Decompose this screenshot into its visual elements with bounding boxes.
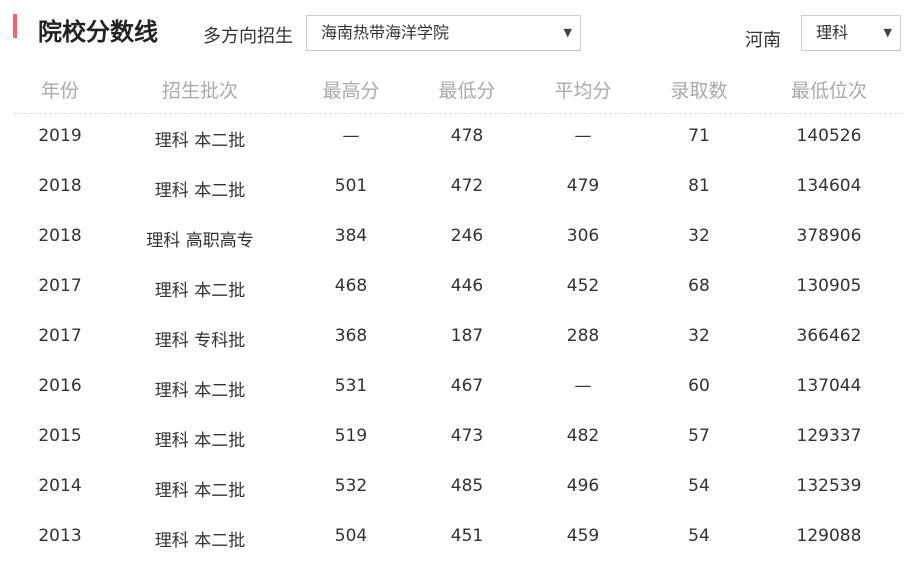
cell-min-score: 187 [450, 326, 484, 346]
cell-avg-score: 452 [566, 276, 600, 296]
cell-min-rank: 130905 [796, 276, 862, 296]
cell-year: 2019 [38, 126, 82, 146]
subject-select-value: 理科 [816, 23, 849, 42]
cell-batch: 理科 本二批 [154, 181, 246, 201]
cell-min-score: 246 [450, 226, 484, 246]
cell-admitted-count: 81 [688, 176, 710, 196]
cell-year: 2015 [38, 426, 82, 446]
cell-min-rank: 132539 [796, 476, 862, 496]
title-accent-bar [13, 14, 17, 38]
table-row: 2014 理科 本二批 532 485 496 54 132539 [0, 476, 923, 506]
cell-year: 2016 [38, 376, 82, 396]
column-header-min-score: 最低分 [438, 80, 496, 102]
cell-avg-score: 306 [566, 226, 600, 246]
cell-min-score: 451 [450, 526, 484, 546]
cell-min-rank: 140526 [796, 126, 862, 146]
cell-batch: 理科 本二批 [154, 431, 246, 451]
cell-min-score: 472 [450, 176, 484, 196]
page-title: 院校分数线 [38, 18, 158, 46]
filter-label: 多方向招生 [203, 26, 293, 47]
cell-admitted-count: 60 [688, 376, 710, 396]
table-row: 2018 理科 本二批 501 472 479 81 134604 [0, 176, 923, 206]
cell-max-score: 519 [334, 426, 368, 446]
cell-year: 2017 [38, 326, 82, 346]
column-header-batch: 招生批次 [161, 80, 239, 102]
cell-min-rank: 129088 [796, 526, 862, 546]
cell-batch: 理科 本二批 [154, 281, 246, 301]
cell-batch: 理科 高职高专 [146, 231, 254, 251]
cell-admitted-count: 71 [688, 126, 710, 146]
cell-max-score: 504 [334, 526, 368, 546]
cell-min-rank: 134604 [796, 176, 862, 196]
cell-year: 2013 [38, 526, 82, 546]
cell-avg-score: 459 [566, 526, 600, 546]
cell-avg-score: — [574, 126, 592, 146]
cell-admitted-count: 54 [688, 526, 710, 546]
header-divider [14, 113, 902, 114]
cell-admitted-count: 57 [688, 426, 710, 446]
column-header-min-rank: 最低位次 [790, 80, 868, 102]
cell-batch: 理科 本二批 [154, 531, 246, 551]
school-select-value: 海南热带海洋学院 [321, 23, 450, 42]
table-row: 2017 理科 专科批 368 187 288 32 366462 [0, 326, 923, 356]
cell-batch: 理科 本二批 [154, 481, 246, 501]
province-label[interactable]: 河南 [745, 30, 781, 51]
column-header-avg-score: 平均分 [554, 80, 612, 102]
cell-year: 2018 [38, 176, 82, 196]
cell-max-score: — [342, 126, 360, 146]
cell-min-rank: 378906 [796, 226, 862, 246]
table-header: 年份 招生批次 最高分 最低分 平均分 录取数 最低位次 [0, 76, 923, 102]
cell-min-rank: 129337 [796, 426, 862, 446]
cell-min-rank: 137044 [796, 376, 862, 396]
chevron-down-icon: ▼ [883, 26, 892, 39]
cell-max-score: 368 [334, 326, 368, 346]
column-header-admitted-count: 录取数 [670, 80, 728, 102]
cell-admitted-count: 54 [688, 476, 710, 496]
cell-max-score: 531 [334, 376, 368, 396]
cell-max-score: 532 [334, 476, 368, 496]
table-row: 2017 理科 本二批 468 446 452 68 130905 [0, 276, 923, 306]
column-header-max-score: 最高分 [322, 80, 380, 102]
cell-min-score: 446 [450, 276, 484, 296]
cell-max-score: 501 [334, 176, 368, 196]
chevron-down-icon: ▼ [563, 26, 572, 39]
cell-year: 2017 [38, 276, 82, 296]
table-row: 2018 理科 高职高专 384 246 306 32 378906 [0, 226, 923, 256]
cell-avg-score: 496 [566, 476, 600, 496]
cell-admitted-count: 32 [688, 326, 710, 346]
cell-batch: 理科 专科批 [154, 331, 246, 351]
school-select[interactable]: 海南热带海洋学院 ▼ [306, 15, 581, 51]
cell-avg-score: 482 [566, 426, 600, 446]
cell-batch: 理科 本二批 [154, 381, 246, 401]
cell-avg-score: — [574, 376, 592, 396]
cell-min-score: 478 [450, 126, 484, 146]
cell-admitted-count: 68 [688, 276, 710, 296]
cell-min-score: 473 [450, 426, 484, 446]
cell-batch: 理科 本二批 [154, 131, 246, 151]
column-header-year: 年份 [40, 80, 80, 102]
table-row: 2013 理科 本二批 504 451 459 54 129088 [0, 526, 923, 556]
cell-min-score: 485 [450, 476, 484, 496]
table-row: 2015 理科 本二批 519 473 482 57 129337 [0, 426, 923, 456]
cell-max-score: 468 [334, 276, 368, 296]
cell-min-score: 467 [450, 376, 484, 396]
cell-avg-score: 288 [566, 326, 600, 346]
cell-year: 2014 [38, 476, 82, 496]
table-row: 2019 理科 本二批 — 478 — 71 140526 [0, 126, 923, 156]
cell-min-rank: 366462 [796, 326, 862, 346]
cell-year: 2018 [38, 226, 82, 246]
cell-admitted-count: 32 [688, 226, 710, 246]
subject-select[interactable]: 理科 ▼ [801, 15, 901, 51]
cell-avg-score: 479 [566, 176, 600, 196]
cell-max-score: 384 [334, 226, 368, 246]
table-row: 2016 理科 本二批 531 467 — 60 137044 [0, 376, 923, 406]
